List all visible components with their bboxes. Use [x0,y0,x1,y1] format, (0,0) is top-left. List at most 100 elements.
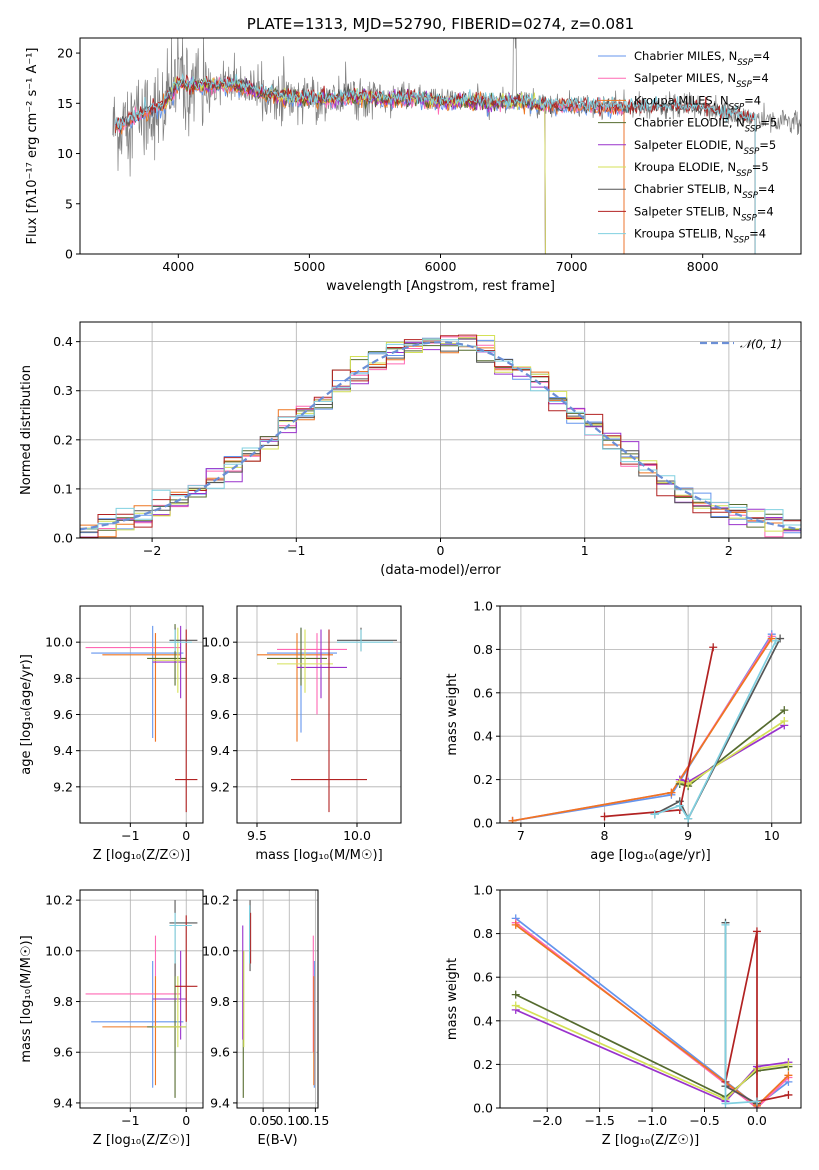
y-tick-label: 0 [65,247,73,262]
point-marker [684,814,693,823]
x-tick-label: −2 [143,543,161,558]
point-marker [709,643,718,652]
y-tick-label: 9.6 [210,1045,230,1060]
chart-residuals: −2 −1 0 1 2 0.0 0.1 0.2 0.3 0.4 𝒩(0, 1) (data-model… [19,321,802,578]
x-tick-label: 0 [182,1113,190,1128]
plot-area [511,914,793,1108]
x-tick-label: 0 [437,543,445,558]
x-tick-label: 9 [684,828,692,843]
x-axis-label: wavelength [Angstrom, rest frame] [326,279,555,294]
point-marker [511,1001,520,1010]
y-tick-label: 0.0 [473,816,493,831]
y-tick-label: 9.4 [53,743,73,758]
x-axis-label: age [log₁₀(age/yr)] [590,848,711,863]
x-tick-label: 10.0 [343,828,371,843]
y-tick-label: 1.0 [473,883,493,898]
x-tick-label: −1 [287,543,305,558]
x-tick-label: 7000 [556,259,588,274]
y-tick-label: 0.8 [473,926,493,941]
point-marker [784,1090,793,1099]
y-tick-label: 9.2 [210,779,230,794]
axes-frame [79,37,802,255]
y-tick-label: 10 [57,146,73,161]
series-kroupa-elodie [515,1004,789,1101]
point-marker [767,634,776,643]
point-marker [721,920,730,929]
legend-entry: Salpeter MILES, NSSP=4 [634,71,769,90]
legend-entry: 𝒩(0, 1) [740,337,782,351]
axes-frame [499,889,802,1109]
y-tick-label: 9.4 [210,1095,230,1110]
x-tick-label: 10 [764,828,780,843]
normal-curve [80,341,801,531]
x-tick-label: −1 [121,1113,139,1128]
point-marker [600,812,609,821]
legend-entry: Chabrier MILES, NSSP=4 [634,49,770,68]
x-tick-label: −0.5 [689,1113,719,1128]
axes-frame [236,889,319,1109]
x-tick-label: 4000 [162,259,194,274]
legend-entry: Kroupa STELIB, NSSP=4 [634,227,766,246]
point-marker [675,777,684,786]
point-marker [511,990,520,999]
point-marker [784,1071,793,1080]
y-axis-label: mass weight [445,673,460,755]
y-tick-label: 0.4 [53,334,73,349]
x-tick-label: 9.5 [247,828,267,843]
y-tick-label: 0.3 [53,383,73,398]
point-marker [780,706,789,715]
y-tick-label: 0.4 [473,1013,493,1028]
y-tick-label: 0.2 [473,1057,493,1072]
chart-mass_vs_Z: −1 0 9.4 9.6 9.8 10.0 10.2 Z [log₁₀(Z/Z☉)] mass … [19,889,204,1148]
legend-entry: Kroupa MILES, NSSP=4 [634,93,761,112]
axes-frame [79,889,204,1109]
plot-area [112,38,801,254]
point-marker [675,801,684,810]
y-tick-label: 20 [57,46,73,61]
legend: Chabrier MILES, NSSP=4 Salpeter MILES, NS… [598,49,777,246]
x-tick-label: 1 [581,543,589,558]
chart-weight_vs_Z: −2.0 −1.5 −1.0 −0.5 0.0 0.0 0.2 0.4 0.6 0.8 1.0 Z [… [445,883,802,1148]
legend: 𝒩(0, 1) [700,337,782,351]
x-axis-label: Z [log₁₀(Z/Z☉)] [602,1133,699,1148]
y-axis-label: mass [log₁₀(M/M☉)] [19,935,34,1062]
y-tick-label: 10.0 [202,943,230,958]
series-chabrier-stelib [654,638,781,821]
x-tick-label: 8000 [687,259,719,274]
chart-mass_vs_ebv: 0.050.100.15 9.4 9.6 9.8 10.0 10.2 E(B-V) [202,889,329,1148]
point-marker [784,1060,793,1069]
y-tick-label: 0.4 [473,729,493,744]
y-tick-label: 9.6 [53,1045,73,1060]
axes-frame [79,605,204,824]
legend-entry: Chabrier STELIB, NSSP=4 [634,182,775,201]
x-tick-label: 0 [182,828,190,843]
x-tick-label: 2 [725,543,733,558]
y-tick-label: 10.2 [202,893,230,908]
axes-frame [236,605,402,824]
y-tick-label: 0.6 [473,685,493,700]
point-marker [752,927,761,936]
y-axis-label: Flux [fλ10⁻¹⁷ erg cm⁻² s⁻¹ A⁻¹] [25,48,40,245]
chart-age_vs_Z: −1 0 9.2 9.4 9.6 9.8 10.0 Z [log₁₀(Z/Z☉)] age [l… [19,605,204,863]
series-kroupa-stelib [654,640,777,821]
x-tick-label: 0.05 [249,1113,277,1128]
plot-area [242,900,315,1098]
plot-area [508,630,789,823]
x-tick-label: −2.0 [532,1113,562,1128]
y-tick-label: 9.6 [210,707,230,722]
y-tick-label: 0.2 [473,772,493,787]
x-tick-label: 0.0 [747,1113,767,1128]
x-tick-label: 5000 [294,259,326,274]
x-axis-label: E(B-V) [257,1133,297,1148]
y-tick-label: 0.0 [53,531,73,546]
series-salpeter-stelib [604,647,715,818]
x-tick-label: −1.0 [637,1113,667,1128]
legend-entry: Salpeter ELODIE, NSSP=5 [634,138,776,157]
y-tick-label: 9.4 [53,1095,73,1110]
x-axis-label: mass [log₁₀(M/M☉)] [255,848,382,863]
legend-entry: Kroupa ELODIE, NSSP=5 [634,160,769,179]
y-tick-label: 0.6 [473,970,493,985]
x-tick-label: −1.5 [584,1113,614,1128]
x-axis-label: Z [log₁₀(Z/Z☉)] [93,848,190,863]
